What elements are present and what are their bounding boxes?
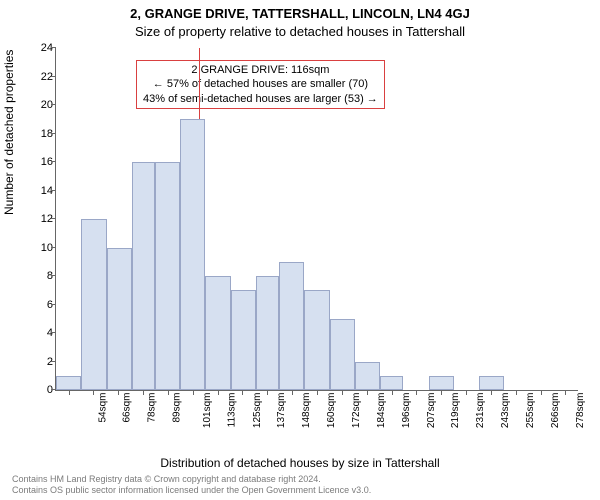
histogram-bar bbox=[56, 376, 81, 390]
chart-subtitle: Size of property relative to detached ho… bbox=[0, 24, 600, 39]
callout-annotation: 2 GRANGE DRIVE: 116sqm ← 57% of detached… bbox=[136, 60, 385, 109]
y-tick-label: 14 bbox=[23, 185, 53, 197]
y-tick-label: 24 bbox=[23, 42, 53, 54]
y-tick-mark bbox=[51, 247, 56, 248]
histogram-bar bbox=[279, 262, 304, 390]
histogram-bar bbox=[155, 162, 180, 390]
y-tick-label: 2 bbox=[23, 356, 53, 368]
histogram-bar bbox=[132, 162, 155, 390]
x-tick-mark bbox=[466, 390, 467, 395]
y-tick-mark bbox=[51, 218, 56, 219]
x-tick-mark bbox=[491, 390, 492, 395]
y-tick-label: 18 bbox=[23, 128, 53, 140]
x-tick-mark bbox=[69, 390, 70, 395]
x-tick-label: 255sqm bbox=[525, 393, 536, 429]
x-tick-label: 54sqm bbox=[97, 393, 108, 423]
histogram-bar bbox=[429, 376, 454, 390]
x-tick-mark bbox=[93, 390, 94, 395]
x-tick-mark bbox=[218, 390, 219, 395]
histogram-bar bbox=[205, 276, 230, 390]
x-tick-mark bbox=[541, 390, 542, 395]
x-tick-mark bbox=[267, 390, 268, 395]
footer-line1: Contains HM Land Registry data © Crown c… bbox=[12, 474, 371, 485]
y-tick-label: 16 bbox=[23, 156, 53, 168]
x-tick-label: 101sqm bbox=[202, 393, 213, 429]
x-tick-mark bbox=[441, 390, 442, 395]
histogram-bar bbox=[355, 362, 380, 391]
x-tick-label: 148sqm bbox=[301, 393, 312, 429]
x-tick-label: 89sqm bbox=[172, 393, 183, 423]
x-tick-mark bbox=[193, 390, 194, 395]
histogram-bar bbox=[231, 290, 256, 390]
x-tick-mark bbox=[317, 390, 318, 395]
y-tick-mark bbox=[51, 332, 56, 333]
x-tick-label: 207sqm bbox=[426, 393, 437, 429]
histogram-bar bbox=[479, 376, 504, 390]
x-tick-mark bbox=[416, 390, 417, 395]
y-tick-mark bbox=[51, 361, 56, 362]
y-tick-label: 6 bbox=[23, 299, 53, 311]
annotation-line1: 2 GRANGE DRIVE: 116sqm bbox=[143, 63, 378, 77]
y-tick-label: 10 bbox=[23, 242, 53, 254]
x-tick-label: 196sqm bbox=[401, 393, 412, 429]
x-tick-label: 219sqm bbox=[450, 393, 461, 429]
y-tick-mark bbox=[51, 76, 56, 77]
annotation-line3: 43% of semi-detached houses are larger (… bbox=[143, 92, 378, 106]
y-tick-mark bbox=[51, 304, 56, 305]
y-axis-label: Number of detached properties bbox=[2, 50, 16, 215]
x-tick-label: 266sqm bbox=[550, 393, 561, 429]
y-tick-mark bbox=[51, 190, 56, 191]
histogram-bar bbox=[380, 376, 403, 390]
x-tick-mark bbox=[516, 390, 517, 395]
y-tick-mark bbox=[51, 47, 56, 48]
footer-line2: Contains OS public sector information li… bbox=[12, 485, 371, 496]
x-tick-label: 231sqm bbox=[475, 393, 486, 429]
x-tick-mark bbox=[143, 390, 144, 395]
histogram-bar bbox=[107, 248, 132, 391]
chart-plot-area: 2 GRANGE DRIVE: 116sqm ← 57% of detached… bbox=[55, 48, 578, 391]
y-tick-label: 0 bbox=[23, 384, 53, 396]
x-tick-mark bbox=[565, 390, 566, 395]
y-tick-label: 22 bbox=[23, 71, 53, 83]
y-tick-mark bbox=[51, 133, 56, 134]
x-tick-label: 184sqm bbox=[376, 393, 387, 429]
y-tick-mark bbox=[51, 161, 56, 162]
y-tick-mark bbox=[51, 275, 56, 276]
x-tick-label: 113sqm bbox=[226, 393, 237, 428]
x-tick-label: 160sqm bbox=[326, 393, 337, 429]
x-tick-label: 172sqm bbox=[351, 393, 362, 429]
x-tick-mark bbox=[242, 390, 243, 395]
x-tick-label: 78sqm bbox=[147, 393, 158, 423]
x-tick-mark bbox=[168, 390, 169, 395]
x-tick-mark bbox=[342, 390, 343, 395]
histogram-bar bbox=[81, 219, 106, 390]
x-tick-mark bbox=[392, 390, 393, 395]
histogram-bar bbox=[330, 319, 355, 390]
x-tick-mark bbox=[367, 390, 368, 395]
histogram-bar bbox=[256, 276, 279, 390]
y-tick-mark bbox=[51, 104, 56, 105]
annotation-line2: ← 57% of detached houses are smaller (70… bbox=[143, 77, 378, 91]
x-tick-label: 278sqm bbox=[575, 393, 586, 429]
x-axis-label: Distribution of detached houses by size … bbox=[0, 456, 600, 470]
histogram-bar bbox=[304, 290, 329, 390]
y-tick-label: 20 bbox=[23, 99, 53, 111]
histogram-bar bbox=[180, 119, 205, 390]
y-tick-label: 8 bbox=[23, 270, 53, 282]
x-tick-mark bbox=[292, 390, 293, 395]
attribution-footer: Contains HM Land Registry data © Crown c… bbox=[12, 474, 371, 496]
x-tick-label: 137sqm bbox=[277, 393, 288, 429]
x-tick-label: 243sqm bbox=[500, 393, 511, 429]
y-tick-label: 12 bbox=[23, 213, 53, 225]
chart-title: 2, GRANGE DRIVE, TATTERSHALL, LINCOLN, L… bbox=[0, 6, 600, 21]
x-tick-label: 66sqm bbox=[122, 393, 133, 423]
y-tick-label: 4 bbox=[23, 327, 53, 339]
x-tick-mark bbox=[118, 390, 119, 395]
x-tick-label: 125sqm bbox=[252, 393, 263, 429]
